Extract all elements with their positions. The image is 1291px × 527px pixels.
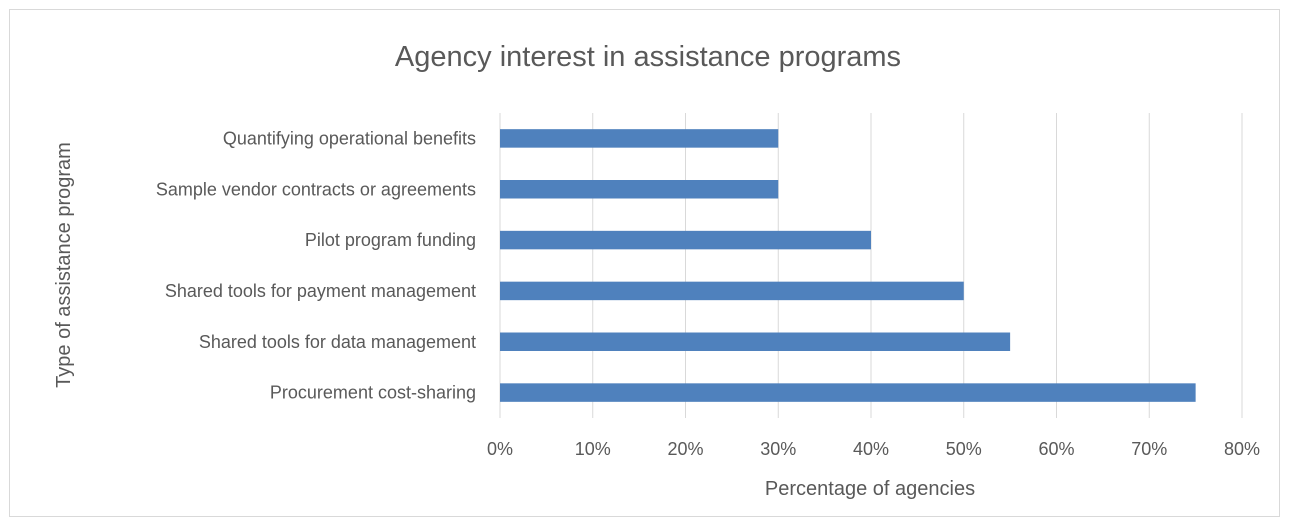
x-tick-label: 60% <box>1038 439 1074 459</box>
chart-title: Agency interest in assistance programs <box>395 41 901 73</box>
bars <box>500 129 1196 402</box>
x-axis-title: Percentage of agencies <box>765 478 975 500</box>
bar <box>500 281 964 301</box>
category-label: Pilot program funding <box>305 230 476 250</box>
x-tick-label: 30% <box>760 439 796 459</box>
bar <box>500 230 871 250</box>
bar <box>500 180 779 199</box>
category-label: Quantifying operational benefits <box>223 128 476 148</box>
x-tick-labels: 0% 10% 20% 30% 40% 50% 60% 70% 80% <box>487 439 1260 459</box>
x-tick-label: 20% <box>667 439 703 459</box>
category-label: Sample vendor contracts or agreements <box>156 179 476 199</box>
category-label: Shared tools for payment management <box>165 281 476 301</box>
x-tick-label: 0% <box>487 439 513 459</box>
x-tick-label: 50% <box>946 439 982 459</box>
category-label: Shared tools for data management <box>199 332 476 352</box>
x-tick-label: 80% <box>1224 439 1260 459</box>
bar <box>500 332 1011 351</box>
bar <box>500 129 779 148</box>
x-tick-label: 40% <box>853 439 889 459</box>
x-tick-label: 70% <box>1131 439 1167 459</box>
category-labels: Procurement cost-sharing Shared tools for… <box>156 128 476 402</box>
x-tick-label: 10% <box>575 439 611 459</box>
bar <box>500 383 1196 402</box>
y-axis-title: Type of assistance program <box>53 142 75 388</box>
category-label: Procurement cost-sharing <box>270 383 476 403</box>
gridlines <box>499 113 1243 418</box>
chart-frame <box>9 9 1280 517</box>
